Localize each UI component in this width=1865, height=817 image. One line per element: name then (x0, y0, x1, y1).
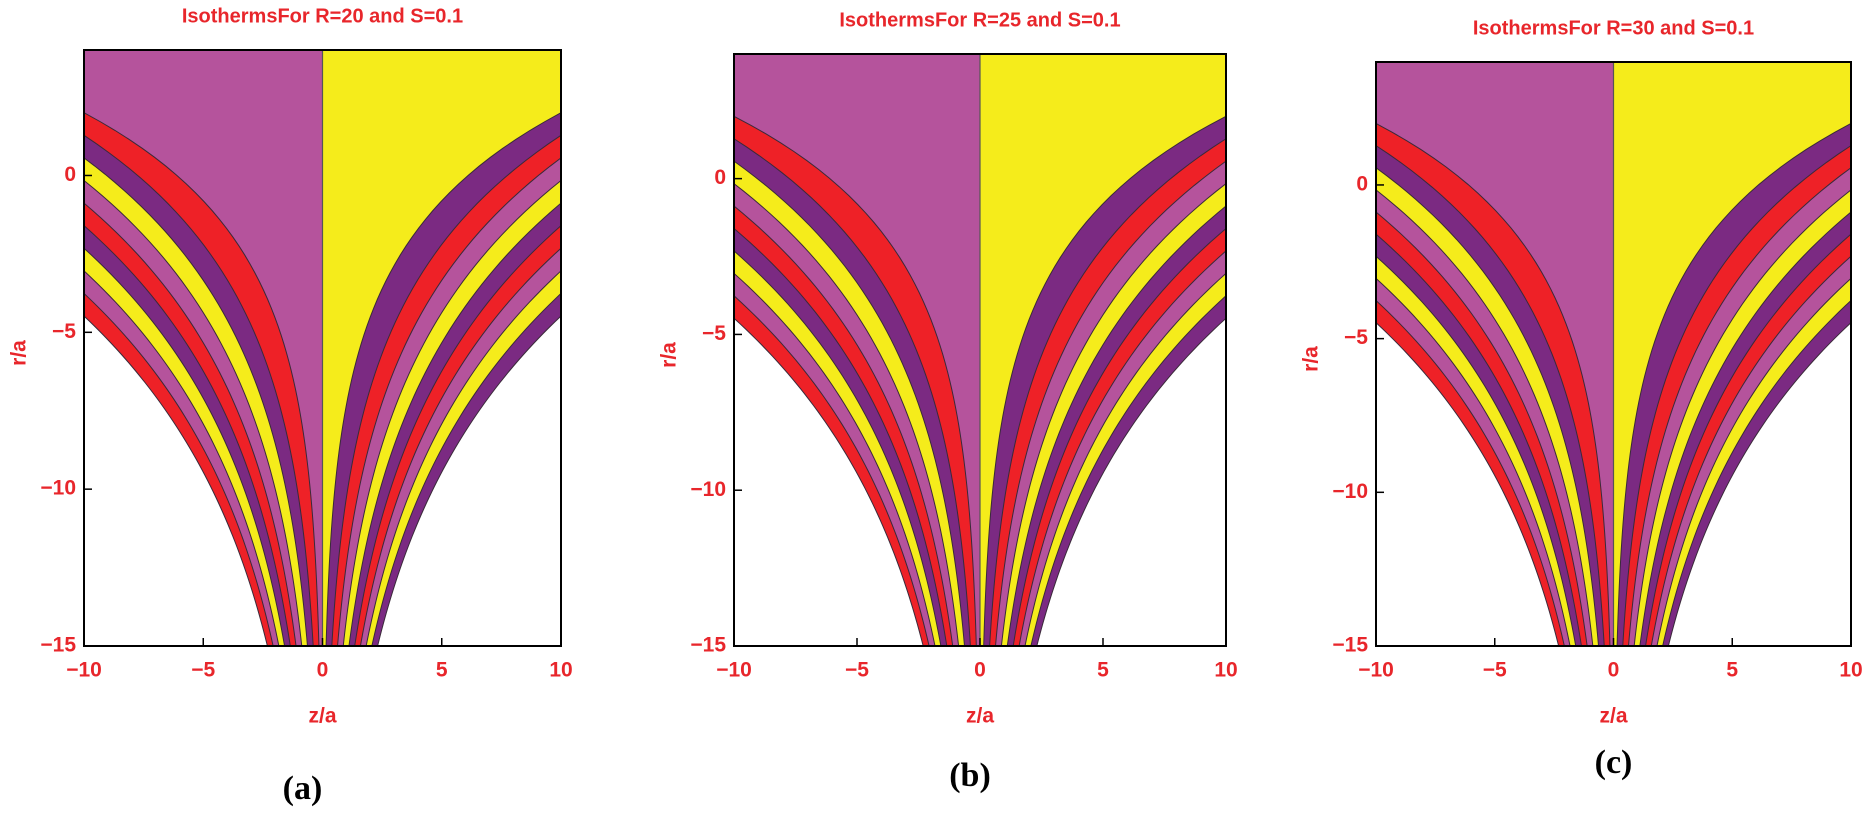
y-tick-label: −5 (1344, 326, 1368, 349)
y-tick-label: 0 (64, 163, 76, 186)
x-tick-label: 10 (549, 659, 572, 682)
isotherm-band (979, 53, 1227, 647)
chart-title: IsothermsFor R=20 and S=0.1 (182, 5, 463, 27)
chart-panel: IsothermsFor R=25 and S=0.1−10 −5 0 5 10−15−… (658, 9, 1238, 794)
isotherm-band (1613, 61, 1852, 647)
y-tick-label: −15 (1332, 634, 1368, 657)
chart-title: IsothermsFor R=30 and S=0.1 (1473, 17, 1754, 39)
isotherm-band (322, 49, 562, 647)
panel-label: (b) (949, 757, 991, 794)
x-tick-label: −10 (1358, 659, 1394, 682)
x-tick-label: 0 (974, 659, 986, 682)
x-tick-label: −5 (845, 659, 869, 682)
x-axis-label: z/a (1599, 705, 1627, 728)
chart-panel: IsothermsFor R=30 and S=0.1−10 −5 0 5 10−15−… (1300, 17, 1863, 781)
panel-label: (a) (283, 770, 323, 807)
chart-title: IsothermsFor R=25 and S=0.1 (839, 9, 1120, 31)
x-tick-label: 5 (436, 659, 448, 682)
y-tick-label: −5 (702, 322, 726, 345)
y-axis-label: r/a (658, 342, 681, 368)
chart-panel: IsothermsFor R=20 and S=0.1−10 −5 0 5 10−15−… (8, 5, 573, 807)
y-tick-label: 0 (714, 166, 726, 189)
y-axis-label: r/a (1300, 346, 1323, 372)
x-tick-label: 0 (1608, 659, 1620, 682)
y-tick-label: −15 (690, 634, 726, 657)
panel-label: (c) (1595, 744, 1633, 781)
y-tick-label: −15 (40, 634, 76, 657)
y-tick-label: −10 (40, 477, 76, 500)
isotherm-band (83, 49, 323, 647)
isotherm-band (1375, 61, 1614, 647)
x-tick-label: −5 (191, 659, 215, 682)
x-tick-label: −10 (716, 659, 752, 682)
y-tick-label: 0 (1356, 172, 1368, 195)
x-axis-label: z/a (966, 705, 994, 728)
y-axis-label: r/a (8, 340, 31, 366)
y-tick-label: −5 (52, 320, 76, 343)
x-tick-label: 5 (1726, 659, 1738, 682)
isotherm-band (733, 53, 981, 647)
x-tick-label: 10 (1839, 659, 1862, 682)
y-tick-label: −10 (1332, 480, 1368, 503)
y-tick-label: −10 (690, 478, 726, 501)
x-axis-label: z/a (308, 705, 336, 728)
x-tick-label: 5 (1097, 659, 1109, 682)
x-tick-label: −10 (66, 659, 102, 682)
x-tick-label: 0 (317, 659, 329, 682)
x-tick-label: −5 (1483, 659, 1507, 682)
x-tick-label: 10 (1214, 659, 1237, 682)
